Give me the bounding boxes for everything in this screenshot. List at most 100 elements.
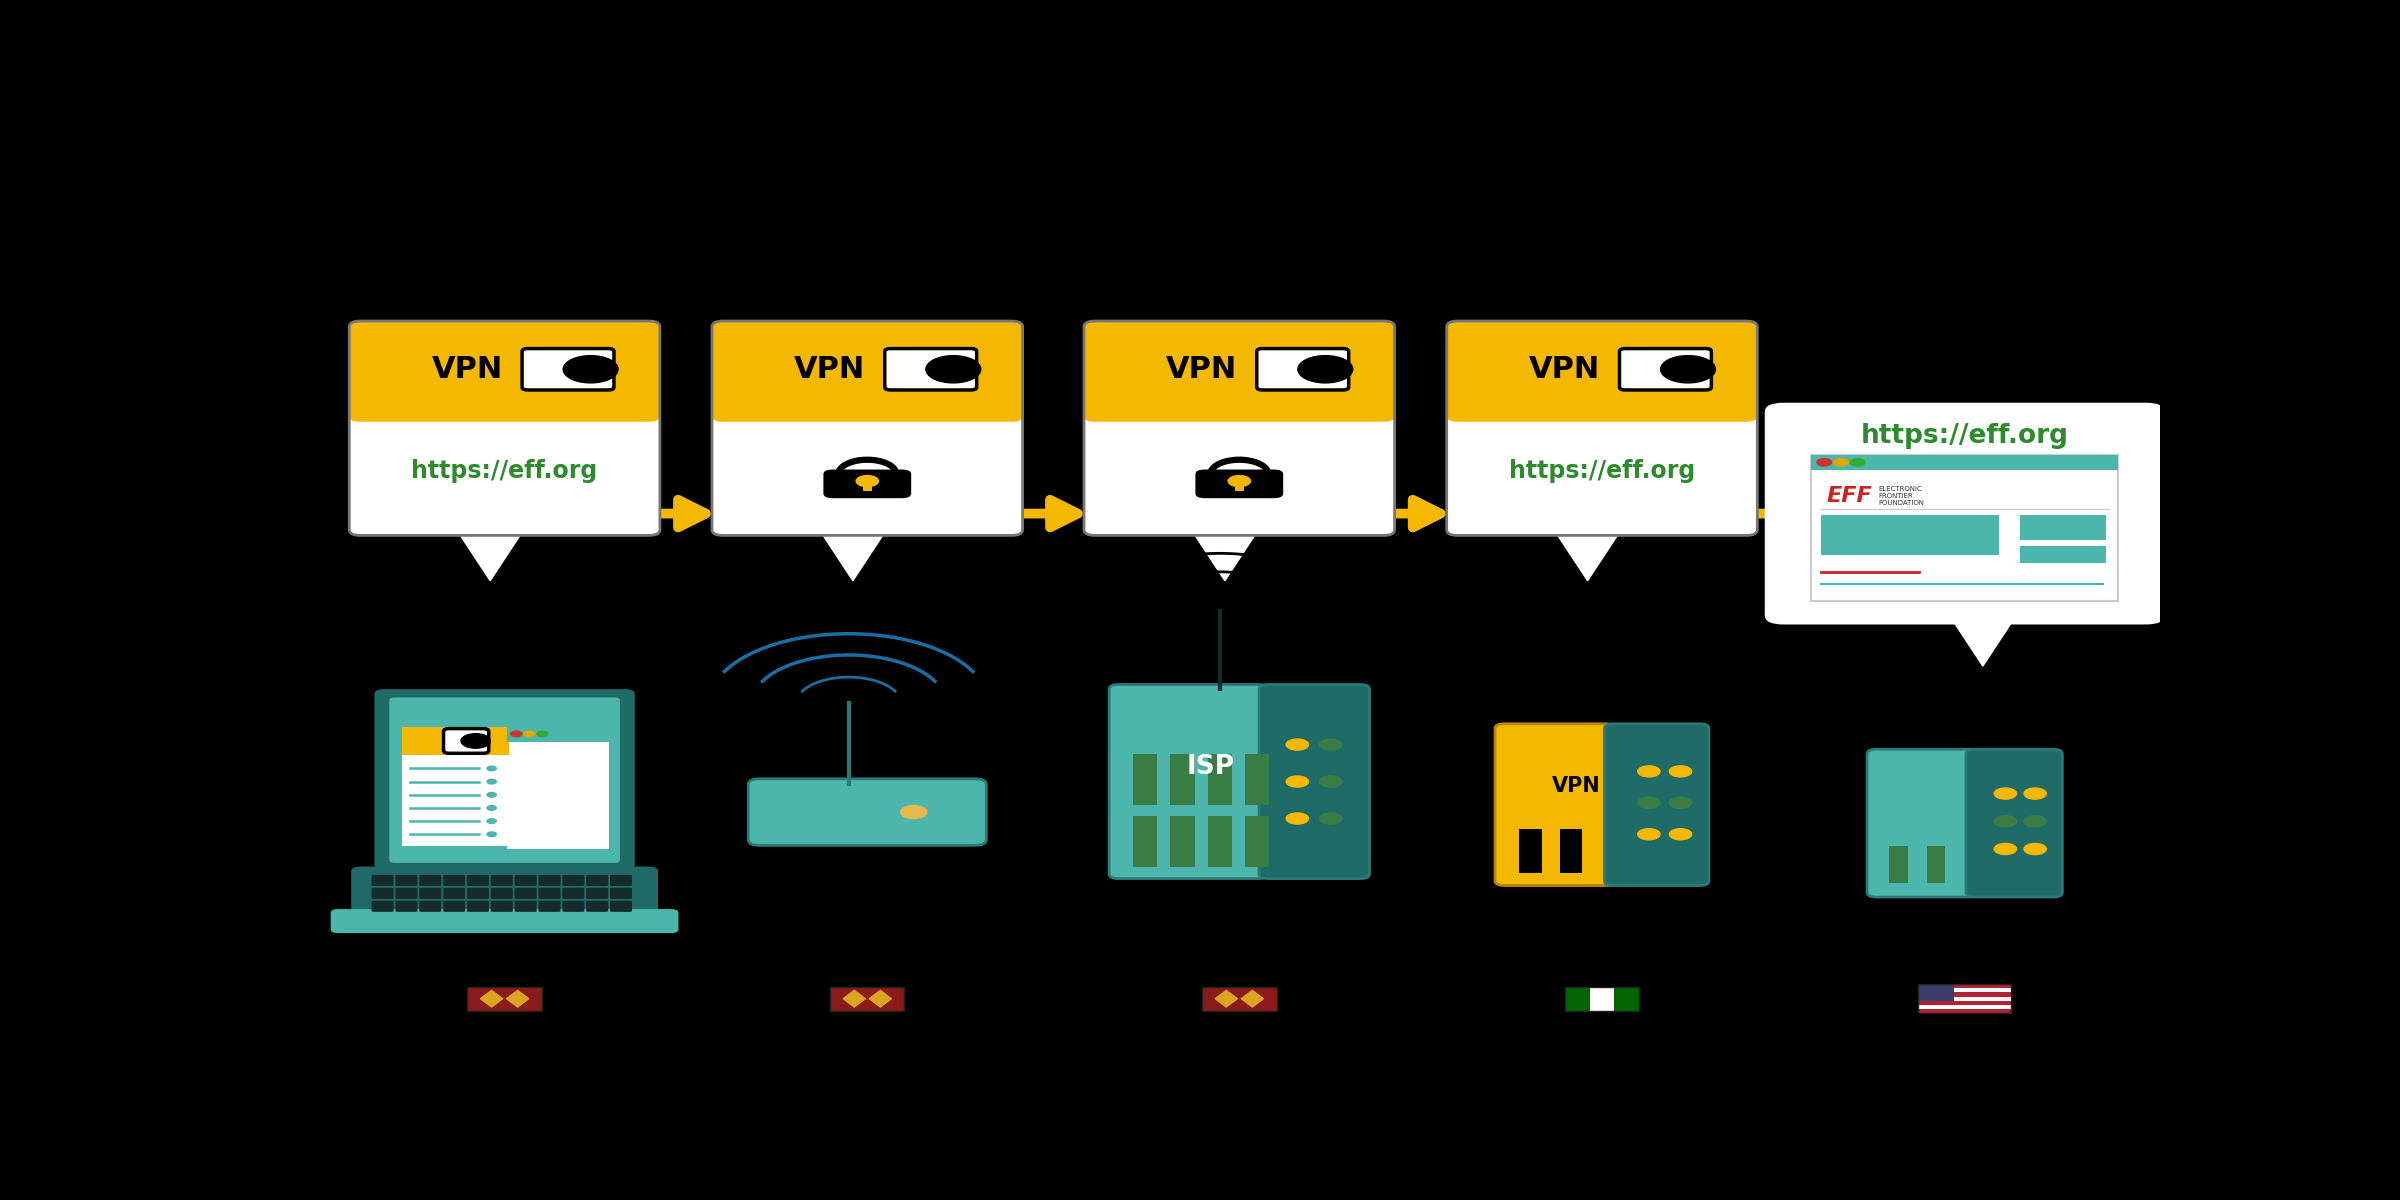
FancyBboxPatch shape [1085, 322, 1394, 421]
FancyBboxPatch shape [1447, 407, 1757, 535]
Circle shape [1320, 812, 1342, 824]
Circle shape [538, 731, 547, 737]
FancyBboxPatch shape [1133, 816, 1157, 866]
Circle shape [1670, 766, 1692, 776]
Polygon shape [506, 990, 528, 1007]
FancyBboxPatch shape [1812, 455, 2119, 601]
FancyBboxPatch shape [350, 322, 660, 421]
FancyBboxPatch shape [1171, 754, 1195, 805]
FancyBboxPatch shape [1606, 724, 1709, 886]
Polygon shape [1555, 530, 1620, 581]
Circle shape [1994, 844, 2016, 854]
FancyBboxPatch shape [610, 888, 631, 899]
FancyBboxPatch shape [2021, 515, 2105, 540]
FancyBboxPatch shape [1927, 846, 1944, 883]
FancyBboxPatch shape [586, 875, 607, 886]
Circle shape [487, 766, 497, 770]
FancyBboxPatch shape [374, 689, 634, 869]
FancyBboxPatch shape [1812, 455, 2119, 469]
Circle shape [2023, 816, 2047, 827]
FancyBboxPatch shape [1867, 749, 1978, 898]
Text: VPN: VPN [432, 355, 502, 384]
FancyBboxPatch shape [468, 888, 490, 899]
FancyBboxPatch shape [523, 348, 614, 390]
FancyBboxPatch shape [514, 888, 538, 899]
Circle shape [1286, 776, 1308, 787]
Circle shape [487, 779, 497, 784]
FancyBboxPatch shape [444, 728, 490, 754]
FancyBboxPatch shape [396, 875, 418, 886]
FancyBboxPatch shape [506, 726, 610, 850]
Circle shape [487, 792, 497, 797]
Circle shape [461, 733, 490, 749]
Circle shape [487, 805, 497, 810]
FancyBboxPatch shape [538, 875, 562, 886]
FancyBboxPatch shape [1918, 996, 2011, 1001]
Circle shape [1994, 816, 2016, 827]
Circle shape [1834, 458, 1848, 466]
FancyBboxPatch shape [1918, 988, 2011, 992]
Circle shape [1670, 797, 1692, 809]
Circle shape [1637, 829, 1661, 840]
FancyBboxPatch shape [1236, 482, 1243, 491]
FancyBboxPatch shape [562, 875, 583, 886]
Circle shape [564, 355, 619, 383]
FancyBboxPatch shape [1519, 829, 1541, 874]
FancyBboxPatch shape [350, 866, 658, 920]
FancyBboxPatch shape [420, 875, 442, 886]
FancyBboxPatch shape [444, 875, 466, 886]
FancyBboxPatch shape [492, 888, 514, 899]
FancyBboxPatch shape [713, 407, 1022, 535]
Circle shape [1229, 475, 1250, 487]
FancyBboxPatch shape [468, 875, 490, 886]
Polygon shape [1949, 616, 2016, 666]
FancyBboxPatch shape [1495, 724, 1615, 886]
FancyBboxPatch shape [1889, 846, 1908, 883]
Circle shape [487, 818, 497, 823]
FancyBboxPatch shape [1447, 322, 1757, 421]
FancyBboxPatch shape [538, 888, 562, 899]
FancyBboxPatch shape [610, 901, 631, 912]
FancyBboxPatch shape [1615, 986, 1639, 1010]
Circle shape [900, 805, 926, 818]
Circle shape [1286, 739, 1308, 750]
FancyBboxPatch shape [1918, 992, 2011, 996]
Text: VPN: VPN [1529, 355, 1601, 384]
FancyBboxPatch shape [886, 348, 977, 390]
Circle shape [926, 355, 982, 383]
FancyBboxPatch shape [420, 901, 442, 912]
Circle shape [1320, 776, 1342, 787]
FancyBboxPatch shape [749, 779, 986, 845]
Circle shape [857, 475, 878, 487]
Text: ISP: ISP [1186, 754, 1234, 780]
FancyBboxPatch shape [331, 910, 679, 934]
Polygon shape [842, 990, 866, 1007]
FancyBboxPatch shape [444, 888, 466, 899]
FancyBboxPatch shape [1258, 348, 1349, 390]
Circle shape [1286, 812, 1308, 824]
Circle shape [1637, 797, 1661, 809]
FancyBboxPatch shape [372, 888, 394, 899]
Circle shape [2023, 844, 2047, 854]
Polygon shape [480, 990, 502, 1007]
FancyBboxPatch shape [1918, 984, 2011, 988]
Circle shape [511, 731, 521, 737]
FancyBboxPatch shape [1171, 816, 1195, 866]
FancyBboxPatch shape [468, 986, 542, 1010]
FancyBboxPatch shape [468, 901, 490, 912]
FancyBboxPatch shape [1620, 348, 1711, 390]
FancyBboxPatch shape [1764, 403, 2165, 624]
FancyBboxPatch shape [562, 888, 583, 899]
Text: EFF: EFF [1826, 486, 1872, 506]
FancyBboxPatch shape [830, 986, 905, 1010]
FancyBboxPatch shape [514, 901, 538, 912]
FancyBboxPatch shape [372, 875, 394, 886]
Text: https://eff.org: https://eff.org [1510, 458, 1694, 482]
Polygon shape [456, 530, 523, 581]
FancyBboxPatch shape [586, 901, 607, 912]
FancyBboxPatch shape [1133, 754, 1157, 805]
Circle shape [523, 731, 535, 737]
Text: VPN: VPN [1166, 355, 1238, 384]
Text: https://eff.org: https://eff.org [1860, 424, 2069, 449]
Polygon shape [1214, 990, 1238, 1007]
